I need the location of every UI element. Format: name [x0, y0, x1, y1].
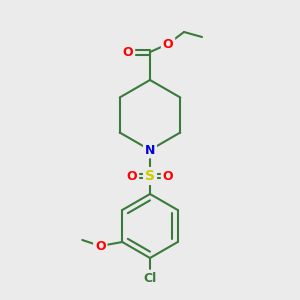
Text: O: O — [127, 169, 137, 182]
Text: O: O — [123, 46, 133, 59]
Text: Cl: Cl — [143, 272, 157, 284]
Text: O: O — [163, 169, 173, 182]
Text: O: O — [95, 239, 106, 253]
Text: O: O — [163, 38, 173, 50]
Text: N: N — [145, 143, 155, 157]
Text: S: S — [145, 169, 155, 183]
